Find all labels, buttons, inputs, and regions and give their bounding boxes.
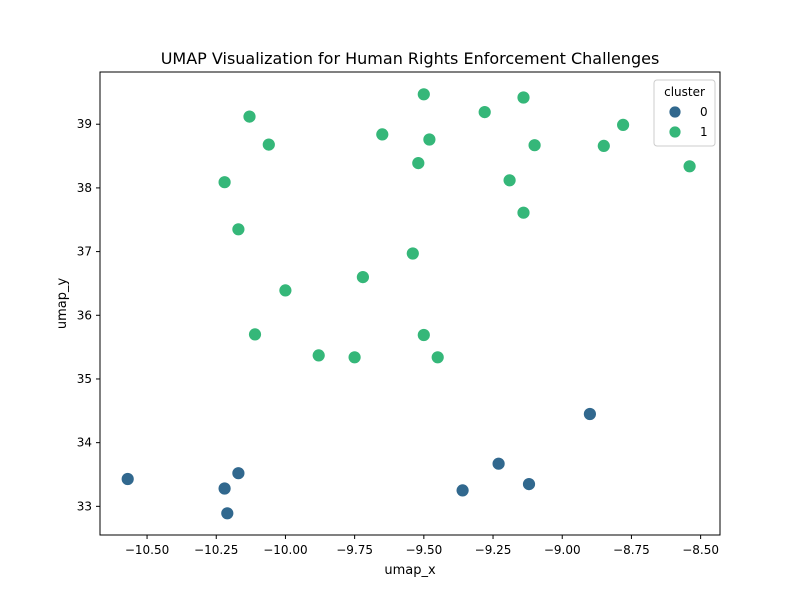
point-cluster-0-1 <box>217 481 232 496</box>
point-cluster-1-3 <box>231 222 246 237</box>
point-cluster-1-1 <box>261 137 276 152</box>
point-cluster-1-22 <box>616 118 630 132</box>
point-cluster-1-10 <box>405 246 420 261</box>
point-cluster-1-12 <box>416 87 431 102</box>
point-cluster-0-3 <box>220 506 235 521</box>
chart-title: UMAP Visualization for Human Rights Enfo… <box>161 49 660 68</box>
x-tick-label: −8.50 <box>682 543 719 557</box>
x-axis-label: umap_x <box>384 563 436 578</box>
point-cluster-1-7 <box>347 350 362 365</box>
point-cluster-0-5 <box>491 456 506 471</box>
y-axis-label: umap_y <box>55 278 70 330</box>
point-cluster-1-9 <box>375 127 390 142</box>
plot-area <box>99 71 721 536</box>
legend-label-0: 0 <box>700 105 708 119</box>
point-cluster-1-21 <box>596 138 611 153</box>
y-tick-label: 39 <box>77 117 92 131</box>
point-cluster-1-6 <box>311 348 326 363</box>
y-tick-label: 34 <box>77 436 92 450</box>
x-tick-label: −10.25 <box>194 543 238 557</box>
x-tick-label: −9.25 <box>475 543 512 557</box>
point-cluster-0-7 <box>583 407 597 421</box>
point-cluster-1-14 <box>416 328 431 342</box>
data-points <box>120 87 697 521</box>
y-axis: 33 34 35 36 37 38 39 <box>77 117 100 513</box>
point-cluster-1-13 <box>422 132 437 147</box>
point-cluster-0-0 <box>120 472 135 486</box>
point-cluster-1-8 <box>355 270 370 285</box>
point-cluster-1-20 <box>527 138 542 153</box>
point-cluster-0-6 <box>522 477 536 492</box>
point-cluster-1-19 <box>516 205 531 220</box>
point-cluster-1-18 <box>516 90 531 105</box>
x-tick-label: −10.00 <box>263 543 307 557</box>
point-cluster-1-11 <box>411 156 426 171</box>
legend-title: cluster <box>664 85 705 99</box>
plot-frame <box>99 71 721 536</box>
point-cluster-0-4 <box>455 483 470 498</box>
x-tick-label: −8.75 <box>613 543 650 557</box>
x-tick-label: −9.00 <box>544 543 581 557</box>
x-tick-label: −10.50 <box>125 543 169 557</box>
point-cluster-1-15 <box>430 350 445 365</box>
point-cluster-1-17 <box>502 173 517 188</box>
y-tick-label: 36 <box>77 308 92 322</box>
legend: cluster 0 1 <box>653 79 716 147</box>
point-cluster-1-5 <box>248 327 262 342</box>
x-tick-label: −9.75 <box>336 543 373 557</box>
x-axis: −10.50 −10.25 −10.00 −9.75 −9.50 −9.25 −9.00 −8… <box>125 535 719 557</box>
point-cluster-1-23 <box>682 159 697 174</box>
point-cluster-1-2 <box>217 175 232 190</box>
y-tick-label: 37 <box>77 245 92 259</box>
point-cluster-1-0 <box>242 109 257 124</box>
y-tick-label: 38 <box>77 181 92 195</box>
x-tick-label: −9.50 <box>405 543 442 557</box>
y-tick-label: 35 <box>77 372 92 386</box>
legend-marker-0 <box>668 105 682 119</box>
legend-marker-1 <box>668 125 682 139</box>
legend-label-1: 1 <box>700 125 708 139</box>
point-cluster-1-4 <box>278 283 293 298</box>
point-cluster-0-2 <box>231 466 246 481</box>
point-cluster-1-16 <box>477 105 492 119</box>
y-tick-label: 33 <box>77 499 92 513</box>
